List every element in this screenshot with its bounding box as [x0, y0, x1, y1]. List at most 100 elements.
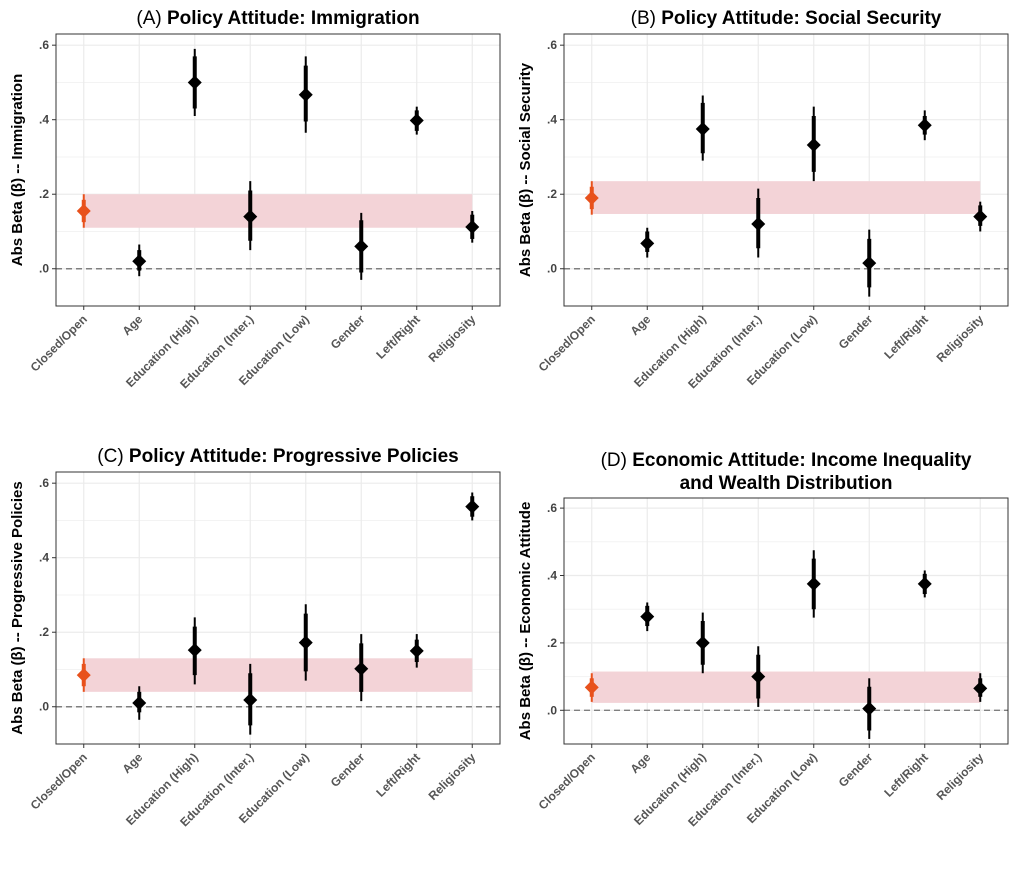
estimate-point-8 — [465, 220, 480, 235]
estimate-point-7 — [409, 643, 424, 658]
panel-a: (A) Policy Attitude: Immigration .0 .2 .4 .6… — [0, 0, 507, 437]
x-tick-label: Age — [627, 750, 653, 776]
x-tick-label: Left/Right — [881, 312, 930, 361]
estimate-point-2 — [640, 236, 655, 251]
x-tick-label: Religiosity — [934, 312, 987, 365]
estimate-point-2 — [132, 696, 147, 711]
x-tick-label: Gender — [328, 750, 368, 790]
chart-title-prefix: (C) — [97, 446, 129, 467]
plot-border — [55, 471, 501, 745]
x-tick-label: Closed/Open — [28, 750, 90, 812]
confidence-band — [591, 181, 981, 214]
y-tick-label: .4 — [547, 113, 557, 127]
y-tick-label: .0 — [39, 700, 49, 714]
estimate-point-8 — [465, 499, 480, 514]
estimate-point-5 — [806, 576, 821, 591]
x-tick-label: Left/Right — [373, 312, 422, 361]
estimate-point-7 — [409, 113, 424, 128]
estimate-point-2 — [132, 254, 147, 269]
y-tick-label: .2 — [547, 636, 557, 650]
y-tick-label: .2 — [39, 625, 49, 639]
estimate-point-3 — [187, 75, 202, 90]
panel-b: (B) Policy Attitude: Social Security .0 .2… — [508, 0, 1015, 437]
x-tick-label: Left/Right — [373, 750, 422, 799]
estimate-point-5 — [298, 87, 313, 102]
y-tick-label: .2 — [547, 187, 557, 201]
y-axis-label: Abs Beta (β) -- Progressive Policies — [9, 481, 26, 734]
y-tick-label: .6 — [547, 38, 557, 52]
plot-border — [563, 33, 1009, 307]
estimate-point-1 — [584, 680, 599, 695]
chart-title: (C) Policy Attitude: Progressive Policie… — [97, 446, 458, 467]
x-tick-label: Religiosity — [426, 750, 479, 803]
chart-title-line: Policy Attitude: Social Security — [661, 8, 942, 29]
confidence-band — [591, 671, 981, 703]
y-tick-label: .6 — [547, 501, 557, 515]
chart-title-line: Policy Attitude: Progressive Policies — [129, 446, 459, 467]
estimate-point-8 — [973, 681, 988, 696]
estimate-point-1 — [584, 190, 599, 205]
estimate-point-7 — [917, 576, 932, 591]
x-tick-label: Closed/Open — [536, 312, 598, 374]
estimate-point-4 — [751, 669, 766, 684]
confidence-band — [83, 658, 473, 692]
y-tick-label: .0 — [547, 262, 557, 276]
x-tick-label: Gender — [328, 312, 368, 352]
x-tick-label: Gender — [836, 312, 876, 352]
y-tick-label: .6 — [39, 38, 49, 52]
chart-title-prefix: (D) — [601, 450, 633, 471]
estimate-point-5 — [806, 138, 821, 153]
y-tick-label: .4 — [39, 113, 49, 127]
estimate-point-3 — [187, 643, 202, 658]
y-axis-label: Abs Beta (β) -- Social Security — [517, 62, 534, 277]
panel-d: (D) Economic Attitude: Income Inequality… — [508, 438, 1015, 875]
x-tick-label: Closed/Open — [536, 750, 598, 812]
panel-c: (C) Policy Attitude: Progressive Policie… — [0, 438, 507, 875]
chart-panel-d: (D) Economic Attitude: Income Inequality… — [517, 450, 1009, 829]
y-tick-label: .0 — [39, 262, 49, 276]
x-tick-label: Age — [119, 750, 145, 776]
chart-title: (D) Economic Attitude: Income Inequality — [601, 450, 972, 471]
y-tick-label: .4 — [547, 569, 557, 583]
chart-panel-b: (B) Policy Attitude: Social Security .0 .2… — [517, 8, 1009, 391]
estimate-point-8 — [973, 209, 988, 224]
y-tick-label: .6 — [39, 476, 49, 490]
chart-panel-a: (A) Policy Attitude: Immigration .0 .2 .4 .6… — [9, 8, 501, 391]
estimate-point-1 — [76, 203, 91, 218]
estimate-point-6 — [354, 661, 369, 676]
estimate-point-4 — [243, 209, 258, 224]
chart-title-line: Policy Attitude: Immigration — [167, 8, 420, 29]
estimate-point-1 — [76, 668, 91, 683]
chart-title-line: and Wealth Distribution — [680, 473, 893, 494]
x-tick-label: Religiosity — [934, 750, 987, 803]
chart-title: (A) Policy Attitude: Immigration — [136, 8, 419, 29]
x-tick-label: Age — [627, 312, 653, 338]
estimate-point-3 — [695, 635, 710, 650]
y-tick-label: .4 — [39, 551, 49, 565]
plot-border — [563, 497, 1009, 745]
x-tick-label: Left/Right — [881, 750, 930, 799]
estimate-point-2 — [640, 609, 655, 624]
estimate-point-6 — [862, 256, 877, 271]
chart-title-prefix: (B) — [631, 8, 662, 29]
y-axis-label: Abs Beta (β) -- Immigration — [9, 74, 26, 267]
confidence-band — [83, 194, 473, 228]
estimate-point-3 — [695, 122, 710, 137]
chart-panel-c: (C) Policy Attitude: Progressive Policie… — [9, 446, 501, 829]
estimate-point-6 — [354, 239, 369, 254]
chart-title-prefix: (A) — [136, 8, 167, 29]
x-tick-label: Religiosity — [426, 312, 479, 365]
chart-title-line: Economic Attitude: Income Inequality — [632, 450, 972, 471]
y-axis-label: Abs Beta (β) -- Economic Attitude — [517, 502, 534, 741]
estimate-point-6 — [862, 701, 877, 716]
chart-title: (B) Policy Attitude: Social Security — [631, 8, 942, 29]
y-tick-label: .2 — [39, 187, 49, 201]
estimate-point-7 — [917, 118, 932, 133]
x-tick-label: Gender — [836, 750, 876, 790]
y-tick-label: .0 — [547, 703, 557, 717]
estimate-point-4 — [751, 217, 766, 232]
plot-border — [55, 33, 501, 307]
estimate-point-4 — [243, 693, 258, 708]
x-tick-label: Age — [119, 312, 145, 338]
chart-title-line: and Wealth Distribution — [680, 473, 893, 494]
